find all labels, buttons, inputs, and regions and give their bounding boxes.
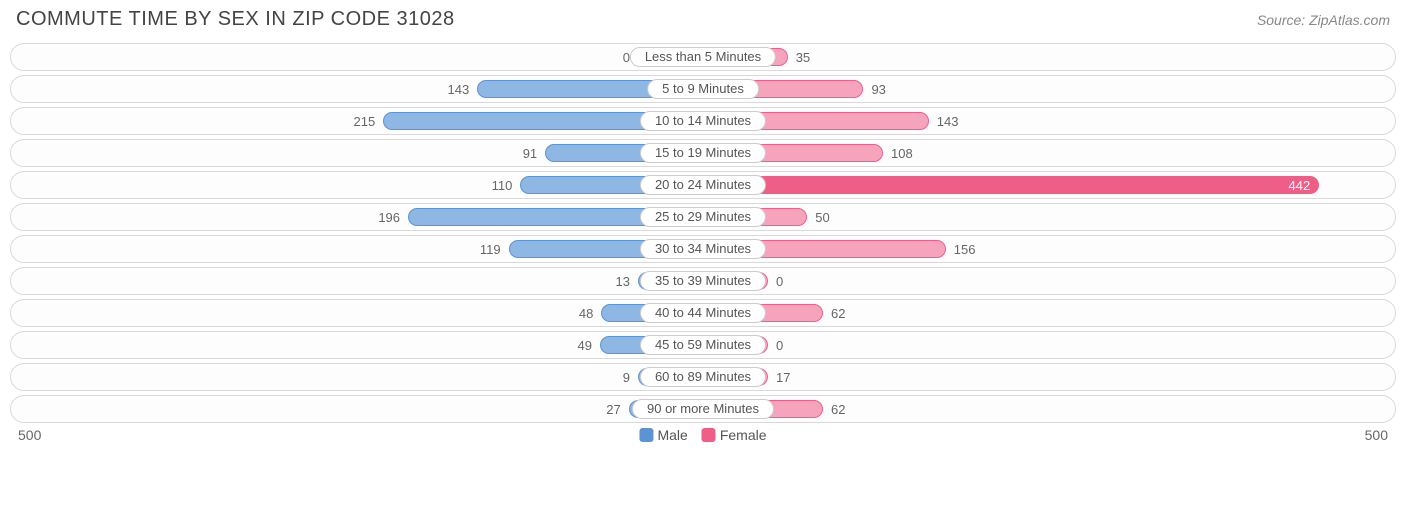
- axis-right-label: 500: [1365, 427, 1388, 443]
- female-bar: [742, 112, 929, 130]
- category-label: 45 to 59 Minutes: [640, 335, 766, 355]
- chart-row: 13 035 to 39 Minutes: [10, 267, 1396, 295]
- male-value: 119: [472, 242, 509, 257]
- axis-left-label: 500: [18, 427, 41, 443]
- male-bar: [383, 112, 664, 130]
- category-label: 40 to 44 Minutes: [640, 303, 766, 323]
- legend-male-label: Male: [657, 427, 687, 443]
- female-value: 62: [823, 402, 853, 417]
- female-value: 0: [768, 338, 791, 353]
- chart-row: 48 62 40 to 44 Minutes: [10, 299, 1396, 327]
- female-value: 156: [946, 242, 984, 257]
- category-label: 90 or more Minutes: [632, 399, 774, 419]
- male-value: 91: [515, 146, 545, 161]
- legend-male: Male: [639, 427, 687, 443]
- male-value: 196: [370, 210, 408, 225]
- chart-row: 035Less than 5 Minutes: [10, 43, 1396, 71]
- chart-row: 27 62 90 or more Minutes: [10, 395, 1396, 423]
- category-label: 15 to 19 Minutes: [640, 143, 766, 163]
- chart-row: 119 156 30 to 34 Minutes: [10, 235, 1396, 263]
- female-value: 143: [929, 114, 967, 129]
- female-bar: [742, 240, 946, 258]
- female-value: 35: [788, 50, 818, 65]
- female-value: 93: [863, 82, 893, 97]
- male-value: 27: [598, 402, 628, 417]
- category-label: 20 to 24 Minutes: [640, 175, 766, 195]
- female-bar: 442: [742, 176, 1319, 194]
- chart-row: 9 1760 to 89 Minutes: [10, 363, 1396, 391]
- chart-header: COMMUTE TIME BY SEX IN ZIP CODE 31028 So…: [10, 8, 1396, 43]
- male-value: 9: [615, 370, 638, 385]
- category-label: 25 to 29 Minutes: [640, 207, 766, 227]
- category-label: 60 to 89 Minutes: [640, 367, 766, 387]
- commute-chart: COMMUTE TIME BY SEX IN ZIP CODE 31028 So…: [0, 0, 1406, 455]
- legend-female-label: Female: [720, 427, 767, 443]
- female-value: 62: [823, 306, 853, 321]
- male-value: 143: [440, 82, 478, 97]
- male-value: 215: [346, 114, 384, 129]
- legend-female: Female: [702, 427, 767, 443]
- female-value: 17: [768, 370, 798, 385]
- male-value: 13: [608, 274, 638, 289]
- chart-row: 143 93 5 to 9 Minutes: [10, 75, 1396, 103]
- chart-row: 196 50 25 to 29 Minutes: [10, 203, 1396, 231]
- female-value: 0: [768, 274, 791, 289]
- female-value: 50: [807, 210, 837, 225]
- chart-row: 215 143 10 to 14 Minutes: [10, 107, 1396, 135]
- category-label: 5 to 9 Minutes: [647, 79, 759, 99]
- chart-title: COMMUTE TIME BY SEX IN ZIP CODE 31028: [16, 8, 455, 31]
- chart-footer: 500 Male Female 500: [10, 427, 1396, 449]
- male-bar: [477, 80, 664, 98]
- male-value: 110: [484, 178, 521, 193]
- chart-row: 49 045 to 59 Minutes: [10, 331, 1396, 359]
- category-label: 35 to 39 Minutes: [640, 271, 766, 291]
- male-bar: [408, 208, 664, 226]
- category-label: 10 to 14 Minutes: [640, 111, 766, 131]
- category-label: 30 to 34 Minutes: [640, 239, 766, 259]
- chart-row: 91 108 15 to 19 Minutes: [10, 139, 1396, 167]
- category-label: Less than 5 Minutes: [630, 47, 776, 67]
- female-bar: [742, 80, 863, 98]
- chart-row: 110 442 20 to 24 Minutes: [10, 171, 1396, 199]
- female-value: 442: [1281, 178, 1319, 193]
- female-value: 108: [883, 146, 921, 161]
- legend: Male Female: [639, 427, 766, 443]
- chart-rows: 0 35 Less than 5 Minutes 143 93 5 to 9 Minute…: [10, 43, 1396, 423]
- chart-source: Source: ZipAtlas.com: [1257, 12, 1390, 28]
- male-value: 48: [571, 306, 601, 321]
- male-value: 49: [570, 338, 600, 353]
